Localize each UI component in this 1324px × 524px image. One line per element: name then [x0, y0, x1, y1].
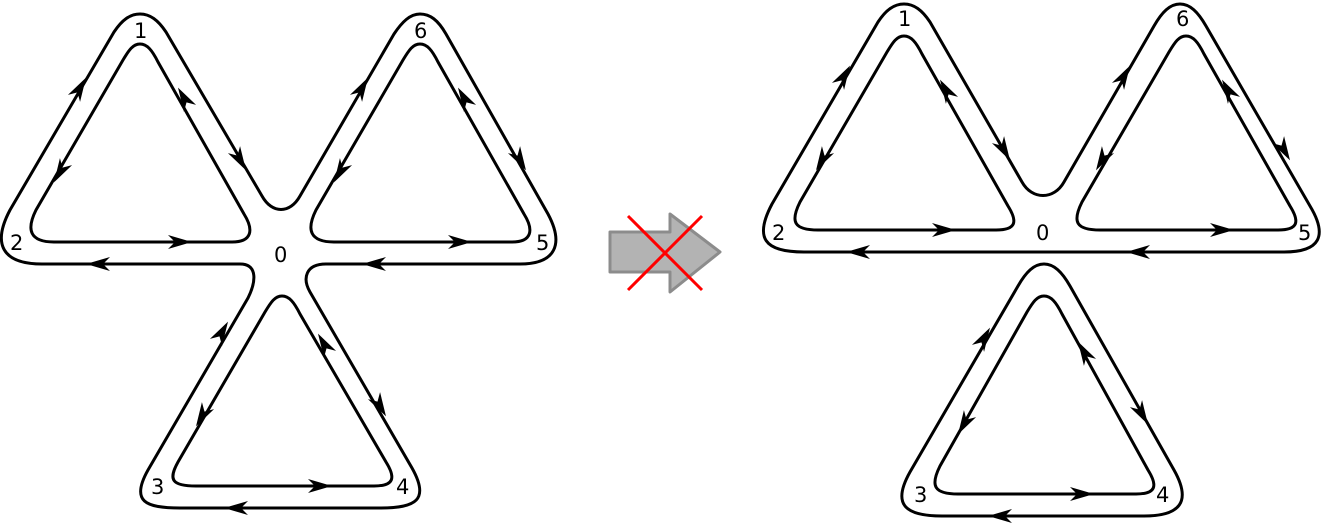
right-node-label-6: 6 [1176, 7, 1189, 31]
arrowhead [67, 77, 86, 102]
crossed-out-arrow-icon [608, 212, 722, 294]
arrowhead [362, 257, 386, 271]
arrowhead [1111, 65, 1130, 90]
arrowhead [971, 327, 990, 352]
arrowhead [816, 146, 835, 171]
arrowhead [1210, 223, 1234, 237]
right-figure: 0 1 2 3 4 5 6 [761, 2, 1321, 523]
arrowhead [1271, 136, 1290, 161]
left-node-label-3: 3 [151, 475, 164, 499]
left-outer-boundary [0, 12, 558, 510]
arrowhead [988, 509, 1012, 523]
arrowhead [1070, 487, 1094, 501]
arrowhead [1222, 79, 1241, 104]
arrowhead [507, 146, 526, 171]
left-inner-loop-top-right [309, 42, 532, 244]
arrowhead [458, 87, 477, 112]
left-inner-loop-bottom [171, 294, 394, 488]
arrowhead [227, 146, 246, 171]
arrowhead [178, 87, 197, 112]
left-arrowheads [54, 77, 526, 515]
arrowhead [448, 235, 472, 249]
right-node-label-1: 1 [898, 7, 911, 31]
right-arrowheads [816, 65, 1290, 523]
arrowhead [54, 158, 73, 183]
right-node-label-4: 4 [1156, 483, 1169, 507]
arrowhead [349, 77, 368, 102]
arrowhead [831, 65, 850, 90]
right-node-label-2: 2 [772, 221, 785, 245]
right-inner-loop-top-left [793, 34, 1016, 232]
right-node-label-5: 5 [1298, 221, 1311, 245]
arrowhead [209, 321, 228, 346]
arrowhead [196, 402, 215, 427]
left-node-label-2: 2 [10, 231, 23, 255]
arrowhead [308, 479, 332, 493]
left-node-label-1: 1 [134, 19, 147, 43]
arrowhead [367, 392, 386, 417]
left-node-label-6: 6 [414, 19, 427, 43]
left-inner-loop-top-left [29, 42, 252, 244]
right-node-label-0: 0 [1036, 221, 1049, 245]
arrowhead [1096, 146, 1115, 171]
left-figure: 0 1 2 3 4 5 6 [0, 12, 558, 515]
right-inner-loop-top-right [1075, 34, 1298, 232]
left-node-label-4: 4 [396, 475, 409, 499]
left-node-label-5: 5 [536, 231, 549, 255]
right-inner-loop-bottom [933, 294, 1156, 496]
right-outer-boundary-top [761, 2, 1321, 254]
arrowhead [1078, 341, 1097, 366]
arrowhead [224, 501, 248, 515]
arrowhead [940, 79, 959, 104]
arrowhead [1129, 400, 1148, 425]
left-node-label-0: 0 [274, 243, 287, 267]
arrowhead [991, 136, 1010, 161]
arrowhead [318, 333, 337, 358]
arrowhead [168, 235, 192, 249]
arrowhead [932, 223, 956, 237]
arrowhead [86, 257, 110, 271]
arrowhead [1126, 245, 1150, 259]
cross-line-b [626, 214, 704, 292]
right-node-label-3: 3 [914, 483, 927, 507]
arrowhead [334, 158, 353, 183]
arrowhead [846, 245, 870, 259]
arrowhead [958, 410, 977, 435]
right-outer-boundary-bottom [900, 262, 1184, 518]
